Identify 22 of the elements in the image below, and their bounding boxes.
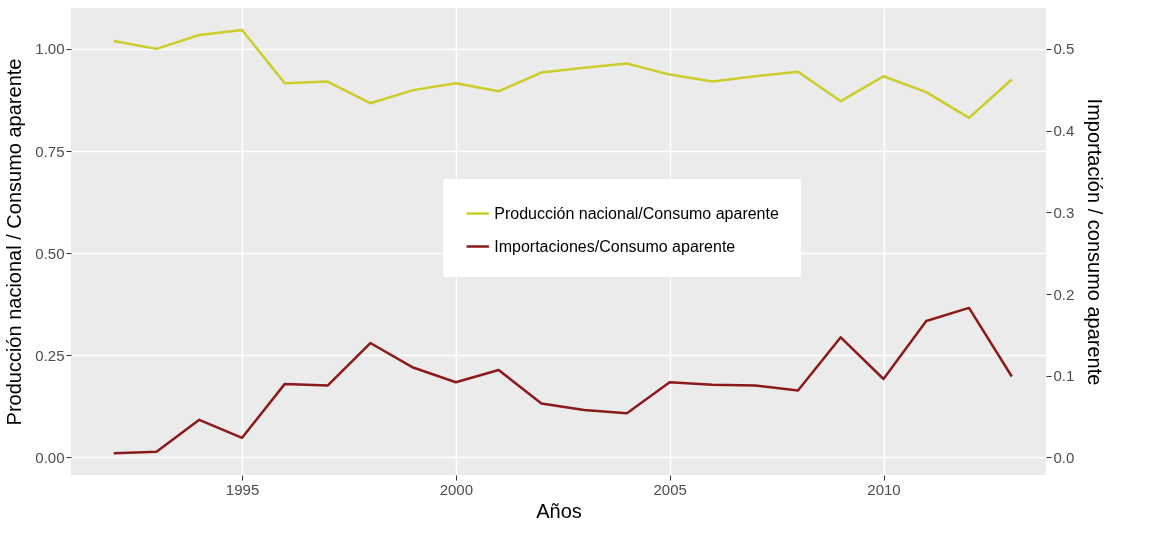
y2-tick-label: 0.2: [1053, 285, 1075, 303]
y2-tick-label: 0.5: [1053, 40, 1075, 58]
y2-tick-label: 0.4: [1053, 122, 1075, 140]
y2-axis-title: Importación / consumo aparente: [1084, 98, 1107, 386]
y-tick-label: 0.00: [35, 448, 65, 466]
line-series: [112, 306, 1014, 455]
x-tick-label: 2010: [867, 480, 901, 498]
y-axis-title: Producción nacional / Consumo aparente: [3, 58, 26, 426]
y-tick-label: 1.00: [35, 40, 65, 58]
y-tick-label: 0.25: [35, 346, 65, 364]
y2-tick-label: 0.0: [1053, 448, 1075, 466]
y-tick-label: 0.50: [35, 244, 65, 262]
x-tick-label: 2005: [653, 480, 687, 498]
y2-tick-label: 0.3: [1053, 203, 1075, 221]
y2-tick-label: 0.1: [1053, 367, 1075, 385]
x-tick-label: 2000: [439, 480, 474, 498]
legend-label: Producción nacional/Consumo aparente: [494, 204, 779, 222]
line-series: [112, 28, 1014, 120]
x-axis-title: Años: [536, 499, 582, 522]
legend-label: Importaciones/Consumo aparente: [494, 237, 736, 255]
x-tick-label: 1995: [225, 480, 260, 498]
y-tick-label: 0.75: [35, 142, 65, 160]
